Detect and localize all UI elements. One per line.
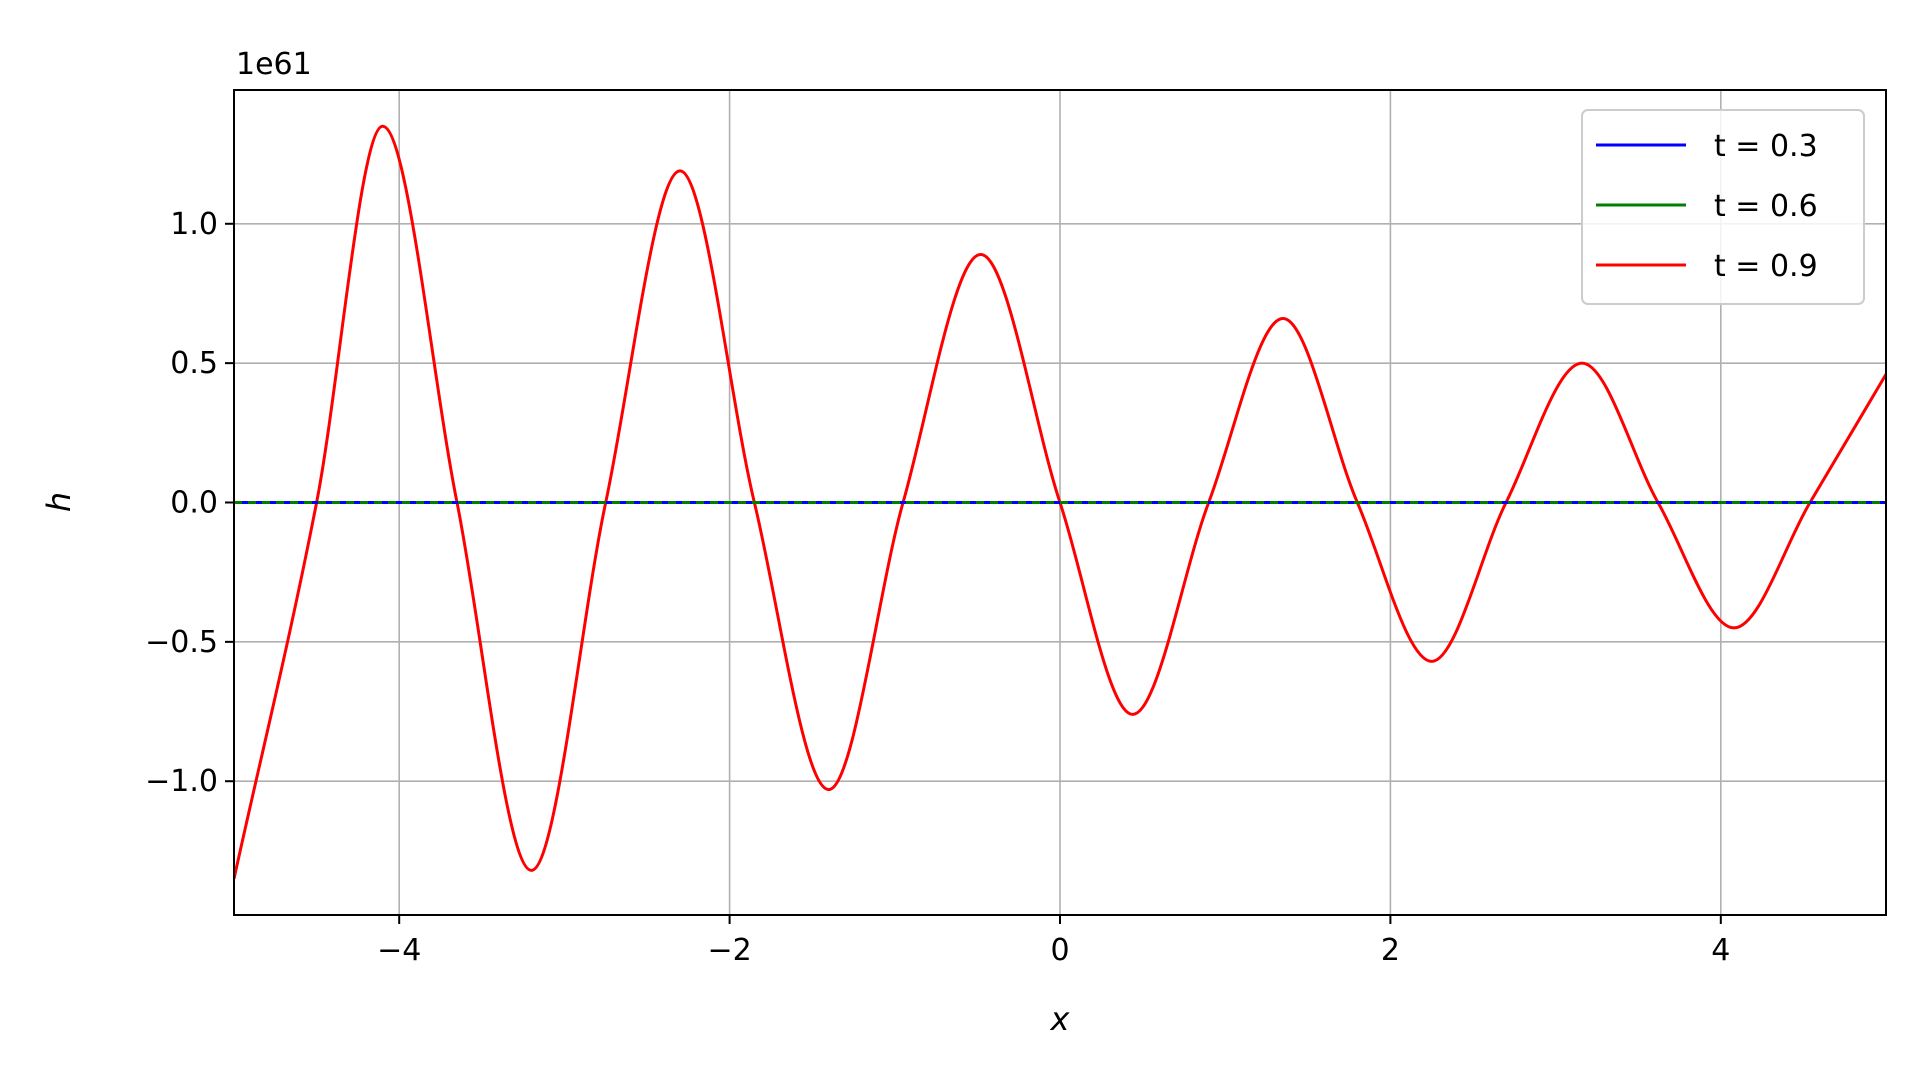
y-tick-label: −1.0: [145, 764, 218, 799]
axis-ticks: −4 −2 0 2 4 −1.0 −0.5 0.0 0.5 1.0: [145, 207, 1730, 968]
y-tick-label: 0.0: [170, 486, 218, 521]
x-tick-label: −4: [377, 933, 421, 968]
x-axis-label: x: [1050, 1000, 1071, 1038]
legend-label-1: t = 0.3: [1714, 129, 1818, 164]
x-tick-label: −2: [707, 933, 751, 968]
x-tick-label: 2: [1381, 933, 1400, 968]
y-tick-label: 0.5: [170, 346, 218, 381]
legend: t = 0.3 t = 0.6 t = 0.9: [1581, 109, 1865, 305]
y-offset-label: 1e61: [236, 47, 312, 82]
x-tick-label: 4: [1711, 933, 1730, 968]
y-axis-label: h: [40, 492, 78, 512]
legend-label-2: t = 0.6: [1714, 189, 1818, 224]
legend-frame: [1581, 109, 1865, 305]
legend-label-3: t = 0.9: [1714, 249, 1818, 284]
series-lines: [234, 124, 1886, 880]
y-tick-label: 1.0: [170, 207, 218, 242]
y-tick-label: −0.5: [145, 625, 218, 660]
x-tick-label: 0: [1050, 933, 1069, 968]
